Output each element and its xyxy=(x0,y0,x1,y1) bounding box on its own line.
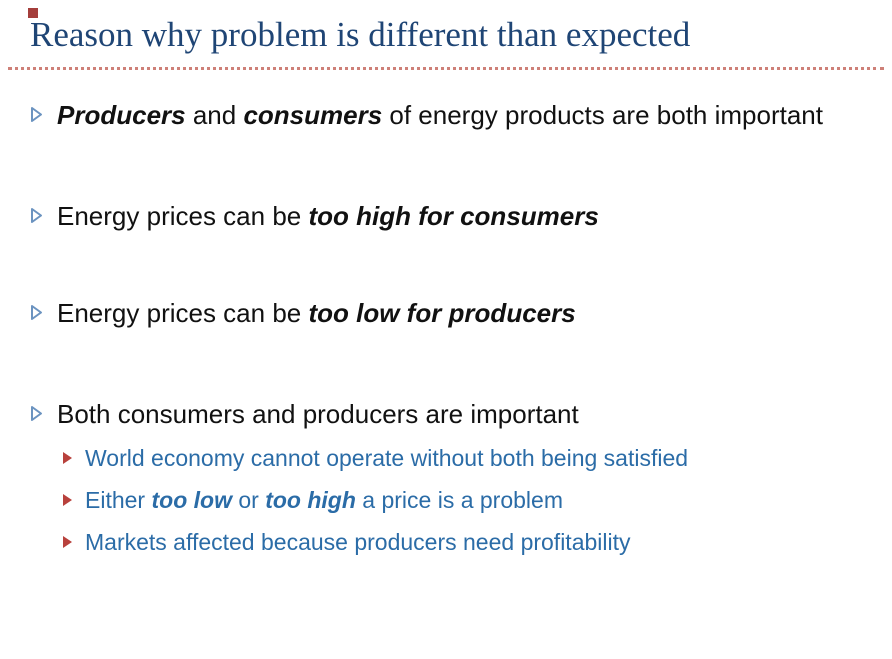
bullet-item-both-important: Both consumers and producers are importa… xyxy=(30,397,862,432)
bullet-text: Both consumers and producers are importa… xyxy=(57,397,579,432)
bullet-text-segment: World economy cannot operate without bot… xyxy=(85,445,689,472)
triangle-bullet-icon xyxy=(62,493,73,507)
sub-bullet-list: World economy cannot operate without bot… xyxy=(30,444,862,558)
bullet-item-too-low: Energy prices can be too low for produce… xyxy=(30,296,862,331)
slide-title: Reason why problem is different than exp… xyxy=(30,15,691,54)
triangle-bullet-icon xyxy=(62,451,73,465)
triangle-bullet-icon xyxy=(62,535,73,549)
bullet-text-segment: of energy products are both important xyxy=(382,99,823,130)
sub-bullet-item-world-economy: World economy cannot operate without bot… xyxy=(62,444,862,474)
bullet-text: Producers and consumers of energy produc… xyxy=(57,98,823,133)
bullet-text-segment: Energy prices can be xyxy=(57,297,309,328)
bullet-text-segment: too low for producers xyxy=(308,297,576,328)
title-divider xyxy=(8,66,884,70)
bullet-text-segment: too low xyxy=(151,486,232,513)
sub-bullet-text: Either too low or too high a price is a … xyxy=(85,486,563,516)
bullet-text-segment: Both consumers and producers are importa… xyxy=(57,398,579,429)
chevron-bullet-icon xyxy=(30,106,43,123)
bullet-text-segment: or xyxy=(231,486,266,513)
sub-bullet-item-too-low-too-high: Either too low or too high a price is a … xyxy=(62,486,862,516)
sub-bullet-text: World economy cannot operate without bot… xyxy=(85,444,688,474)
bullet-text-segment: too high xyxy=(265,486,356,513)
sub-bullet-item-markets-affected: Markets affected because producers need … xyxy=(62,528,862,558)
bullet-text: Energy prices can be too low for produce… xyxy=(57,296,576,331)
bullet-text-segment: Either xyxy=(85,486,152,513)
sub-bullet-text: Markets affected because producers need … xyxy=(85,528,631,558)
title-accent-square-icon xyxy=(28,8,38,18)
bullet-text-segment: a price is a problem xyxy=(355,486,563,513)
bullet-text-segment: Energy prices can be xyxy=(57,200,309,231)
bullet-item-producers-consumers: Producers and consumers of energy produc… xyxy=(30,98,862,133)
slide-body: Producers and consumers of energy produc… xyxy=(0,70,892,558)
bullet-text-segment: Producers xyxy=(57,99,186,130)
bullet-text-segment: consumers xyxy=(243,99,383,130)
bullet-text-segment: and xyxy=(185,99,244,130)
bullet-text: Energy prices can be too high for consum… xyxy=(57,199,599,234)
chevron-bullet-icon xyxy=(30,304,43,321)
bullet-text-segment: Markets affected because producers need … xyxy=(85,528,631,555)
bullet-text-segment: too high for consumers xyxy=(308,200,599,231)
chevron-bullet-icon xyxy=(30,207,43,224)
bullet-item-too-high: Energy prices can be too high for consum… xyxy=(30,199,862,234)
chevron-bullet-icon xyxy=(30,405,43,422)
